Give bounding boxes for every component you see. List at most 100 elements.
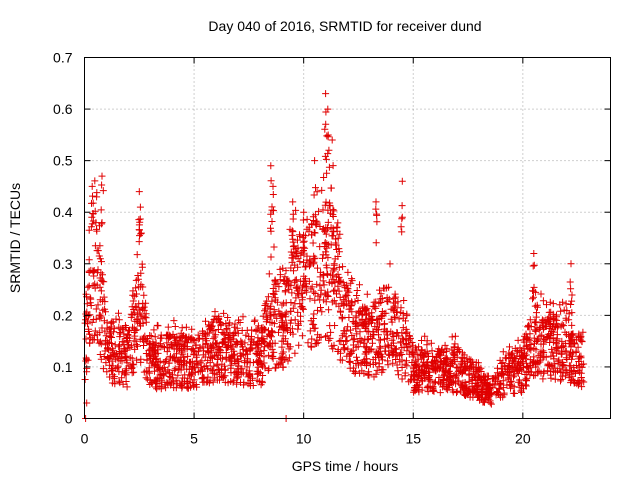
data-point: [418, 377, 426, 385]
data-point: [366, 360, 374, 368]
x-tick-label: 5: [190, 431, 198, 447]
data-point: [573, 336, 581, 344]
data-point: [90, 332, 98, 340]
data-point: [290, 278, 298, 286]
data-point: [310, 191, 318, 199]
data-point: [354, 343, 362, 351]
data-point: [449, 360, 456, 368]
data-point: [118, 338, 126, 346]
data-point: [412, 382, 420, 390]
data-point: [130, 368, 138, 376]
data-point: [220, 336, 228, 344]
data-point: [178, 324, 186, 332]
data-point: [334, 270, 342, 278]
x-tick-label: 15: [405, 431, 421, 447]
data-point: [390, 339, 397, 347]
data-point: [212, 331, 220, 339]
data-point: [430, 366, 438, 374]
data-point: [363, 355, 371, 363]
data-point: [381, 284, 389, 292]
data-point: [287, 281, 295, 289]
data-point: [108, 334, 115, 341]
data-point: [269, 339, 277, 347]
data-point: [327, 184, 335, 192]
data-point: [109, 318, 117, 326]
y-tick-label: 0.2: [53, 307, 73, 323]
data-point: [82, 316, 90, 324]
data-point: [120, 369, 128, 377]
data-point: [540, 369, 548, 377]
data-point: [130, 325, 138, 333]
data-point: [389, 299, 397, 307]
data-point: [131, 302, 139, 310]
data-point: [265, 351, 273, 359]
data-point: [220, 309, 228, 317]
data-point: [97, 340, 105, 348]
data-point: [82, 290, 90, 298]
data-point: [400, 297, 408, 304]
data-point: [233, 355, 241, 363]
data-point: [523, 374, 531, 382]
data-point: [374, 351, 381, 358]
data-point: [518, 347, 525, 355]
data-point: [462, 392, 469, 399]
data-point: [397, 304, 405, 312]
data-point: [129, 311, 137, 319]
data-point: [142, 367, 150, 375]
data-point: [308, 335, 316, 343]
data-point: [289, 198, 297, 206]
data-point: [563, 356, 571, 363]
data-point: [234, 373, 242, 381]
data-point: [321, 243, 329, 250]
data-point: [267, 162, 275, 170]
x-axis-title: GPS time / hours: [292, 458, 399, 474]
data-point: [259, 312, 267, 320]
data-point: [514, 369, 522, 377]
data-point: [568, 297, 576, 305]
data-point: [322, 90, 330, 98]
data-point: [146, 340, 154, 348]
data-point: [255, 338, 263, 345]
data-point: [421, 373, 429, 381]
data-point: [449, 388, 457, 396]
data-point: [353, 353, 360, 361]
data-point: [182, 323, 190, 331]
data-point: [533, 301, 541, 309]
data-point: [267, 177, 275, 185]
data-point: [147, 332, 155, 340]
data-point: [214, 326, 222, 333]
data-point: [460, 366, 467, 374]
data-point: [376, 286, 383, 294]
data-point: [375, 336, 383, 344]
data-point: [96, 351, 104, 358]
data-point: [377, 290, 385, 298]
data-point: [170, 384, 178, 392]
data-point: [491, 381, 499, 389]
data-point: [303, 252, 311, 260]
data-point: [101, 347, 109, 355]
data-point: [307, 260, 315, 268]
data-point: [130, 306, 138, 313]
data-point: [315, 207, 323, 215]
data-point: [470, 367, 477, 375]
data-point: [131, 345, 139, 353]
data-point: [219, 373, 227, 381]
data-point: [150, 326, 158, 334]
data-point: [498, 365, 506, 373]
data-point: [314, 339, 322, 347]
data-point: [380, 328, 388, 336]
data-point: [319, 277, 327, 285]
y-axis-title: SRMTID / TECUs: [7, 183, 23, 293]
data-point: [522, 351, 530, 359]
data-point: [157, 343, 165, 351]
data-point: [283, 340, 291, 348]
data-point: [386, 260, 394, 268]
data-point: [201, 332, 209, 340]
data-point: [278, 301, 286, 309]
data-point: [100, 293, 108, 301]
data-point: [102, 336, 109, 344]
data-point: [430, 357, 438, 365]
data-point: [575, 330, 583, 338]
data-point: [317, 333, 325, 341]
